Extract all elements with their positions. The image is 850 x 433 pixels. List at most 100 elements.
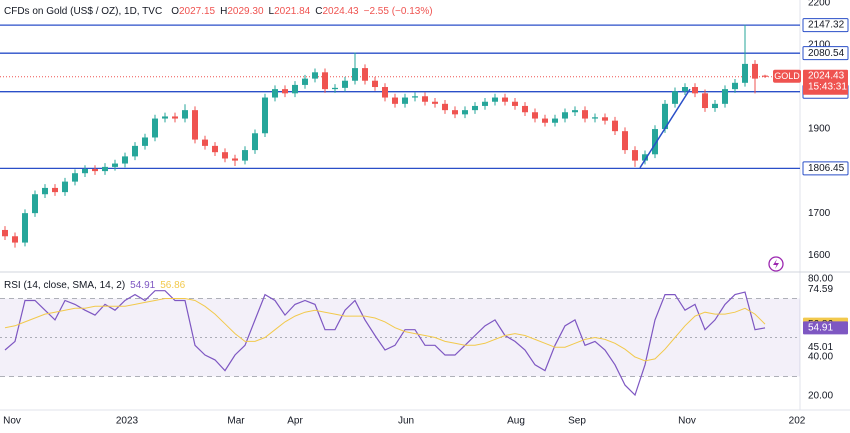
candle-body — [272, 89, 278, 98]
candle-body — [432, 101, 438, 104]
candle-body — [92, 169, 98, 172]
candle-body — [412, 96, 418, 98]
candle-body — [482, 101, 488, 106]
candle-body — [592, 117, 598, 119]
candle-body — [712, 103, 718, 109]
legend-key: H — [220, 6, 227, 17]
candle-body — [102, 166, 108, 172]
candle-body — [42, 187, 48, 195]
candle-body — [132, 145, 138, 157]
candle-body — [352, 68, 358, 81]
candle-body — [292, 84, 298, 94]
candle-body — [392, 97, 398, 104]
candle-body — [212, 145, 218, 153]
candle-body — [602, 117, 608, 121]
candle-body — [752, 63, 758, 79]
x-tick-label: 2023 — [116, 416, 139, 427]
candle-body — [232, 158, 238, 161]
rsi-legend-value: 54.91 — [130, 280, 155, 291]
candle-body — [62, 181, 68, 193]
candle-body — [112, 163, 118, 167]
legend-value: 2021.84 — [274, 6, 311, 17]
candle-body — [82, 169, 88, 174]
candle-body — [162, 116, 168, 119]
chart-header: CFDs on Gold (US$ / OZ), 1D, TVC O2027.15… — [4, 6, 433, 17]
candle-body — [242, 150, 248, 161]
price-change: −2.55 (−0.13%) — [364, 6, 433, 17]
x-tick-label: Sep — [568, 416, 586, 427]
candle-body — [372, 80, 378, 88]
rsi-value-box — [803, 321, 848, 335]
candle-body — [142, 137, 148, 146]
rsi-header: RSI (14, close, SMA, 14, 2) 54.91 56.86 — [4, 280, 186, 291]
candle-body — [452, 110, 458, 115]
candle-body — [52, 187, 58, 193]
candle-body — [642, 154, 648, 161]
trendline — [639, 88, 691, 169]
candle-body — [312, 72, 318, 79]
candle-body — [252, 133, 258, 151]
symbol-box — [773, 69, 801, 83]
candle-body — [692, 87, 698, 94]
countdown-label: 15:43:31 — [808, 81, 847, 92]
candle-body — [152, 118, 158, 138]
candle-body — [552, 118, 558, 123]
legend-value: 2027.15 — [179, 6, 216, 17]
level-label: 1806.45 — [808, 163, 845, 174]
candle-body — [182, 110, 188, 119]
y-tick-label: 1900 — [808, 124, 831, 135]
candle-body — [582, 110, 588, 119]
candle-body — [22, 213, 28, 243]
candle-body — [302, 78, 308, 85]
candle-body — [622, 131, 628, 151]
y-tick-label: 1600 — [808, 250, 831, 261]
candle-body — [632, 150, 638, 161]
rsi-tick-label: 80.00 — [808, 274, 833, 285]
candle-body — [362, 68, 368, 81]
candle-body — [332, 87, 338, 90]
level-label: 2080.54 — [808, 48, 845, 59]
alert-icon-bolt — [773, 259, 779, 269]
candle-body — [322, 72, 328, 90]
candle-body — [72, 173, 78, 182]
candle-body — [172, 116, 178, 119]
symbol-label: GOLD — [774, 71, 800, 81]
candle-body — [512, 101, 518, 106]
alert-icon[interactable] — [768, 256, 784, 272]
candle-body — [2, 229, 8, 237]
level-label-box — [802, 18, 849, 33]
candle-body — [662, 103, 668, 130]
candle-body — [532, 112, 538, 119]
candle-body — [342, 80, 348, 88]
candle-body — [262, 97, 268, 134]
y-tick-label: 2100 — [808, 40, 831, 51]
chart-title: CFDs on Gold (US$ / OZ), 1D, TVC — [4, 6, 162, 17]
candle-body — [522, 105, 528, 113]
candle-body — [202, 139, 208, 146]
candle-body — [572, 110, 578, 113]
candle-body — [442, 103, 448, 111]
candle-body — [742, 63, 748, 83]
legend-key: C — [315, 6, 322, 17]
candle-body — [762, 75, 768, 77]
rsi-title: RSI (14, close, SMA, 14, 2) — [4, 280, 125, 291]
x-tick-label: Mar — [227, 416, 245, 427]
legend-value: 2024.43 — [322, 6, 359, 17]
candle-body — [122, 156, 128, 164]
rsi-tick-label: 20.00 — [808, 391, 833, 402]
candle-body — [422, 96, 428, 102]
candle-body — [492, 97, 498, 102]
rsi-line — [4, 298, 766, 362]
candle-body — [402, 97, 408, 104]
candle-body — [462, 110, 468, 115]
candle-body — [382, 87, 388, 98]
x-tick-label: Aug — [507, 416, 525, 427]
candle-body — [672, 91, 678, 104]
candle-body — [192, 110, 198, 140]
rsi-line — [4, 290, 766, 397]
level-label-box — [802, 161, 849, 176]
x-tick-label: Jun — [398, 416, 414, 427]
candle-body — [222, 152, 228, 159]
